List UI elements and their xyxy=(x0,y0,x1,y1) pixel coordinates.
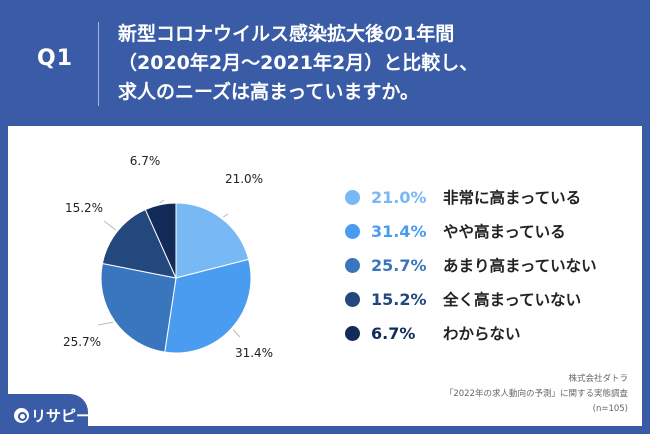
question-text: 新型コロナウイルス感染拡大後の1年間 （2020年2月〜2021年2月）と比較し… xyxy=(118,20,638,107)
question-line-1: 新型コロナウイルス感染拡大後の1年間 xyxy=(118,23,455,45)
header: Q1 新型コロナウイルス感染拡大後の1年間 （2020年2月〜2021年2月）と… xyxy=(0,0,650,128)
leader-line xyxy=(159,199,165,204)
data-label: 25.7% xyxy=(63,335,101,349)
header-divider xyxy=(98,22,99,106)
logo-name: リサピー xyxy=(31,407,92,425)
legend-swatch xyxy=(345,223,360,239)
legend-label: あまり高まっていない xyxy=(443,257,597,275)
logo-text: リサピー xyxy=(14,405,91,426)
question-line-2: （2020年2月〜2021年2月）と比較し、 xyxy=(118,52,479,74)
legend-label: やや高まっている xyxy=(443,223,566,241)
chart-card: 21.0% 31.4% 25.7% 15.2% 6.7% 21.0% 非常に高まっている… xyxy=(8,126,642,426)
source-sample-size: (n=105) xyxy=(592,404,628,414)
legend-percent: 21.0% xyxy=(371,187,427,207)
legend-swatch xyxy=(345,257,360,273)
leader-line xyxy=(97,321,114,326)
legend-item: 25.7% あまり高まっていない xyxy=(345,254,597,276)
source-survey: 「2022年の求人動向の予測」に関する実態調査 xyxy=(444,389,628,399)
pie-slice xyxy=(175,202,250,279)
legend-percent: 6.7% xyxy=(371,323,416,343)
legend-swatch xyxy=(345,189,360,205)
pie-slice xyxy=(144,202,177,279)
legend-swatch xyxy=(345,325,360,341)
legend-item: 15.2% 全く高まっていない xyxy=(345,288,581,310)
pie-slice xyxy=(100,262,177,353)
legend-label: わからない xyxy=(443,325,521,343)
source-company: 株式会社ダトラ xyxy=(568,374,628,384)
legend-percent: 31.4% xyxy=(371,221,427,241)
legend-item: 21.0% 非常に高まっている xyxy=(345,186,581,208)
legend-label: 非常に高まっている xyxy=(443,189,582,207)
legend-percent: 25.7% xyxy=(371,255,427,275)
legend-percent: 15.2% xyxy=(371,289,427,309)
brand-logo: リサピー xyxy=(0,394,91,434)
data-label: 6.7% xyxy=(130,154,161,168)
question-line-3: 求人のニーズは高まっていますか。 xyxy=(118,81,419,103)
logo-mark-icon xyxy=(14,408,29,423)
leader-line xyxy=(103,220,117,231)
data-label: 15.2% xyxy=(65,201,103,215)
source-note: 株式会社ダトラ 「2022年の求人動向の予測」に関する実態調査 (n=105) xyxy=(368,372,628,417)
legend-item: 6.7% わからない xyxy=(345,322,521,344)
data-label: 21.0% xyxy=(225,172,263,186)
legend-label: 全く高まっていない xyxy=(443,291,582,309)
leader-line xyxy=(232,329,241,338)
pie-slice xyxy=(164,258,252,354)
pie-slice xyxy=(101,208,177,279)
data-label: 31.4% xyxy=(235,346,273,360)
pie-chart: 21.0% 31.4% 25.7% 15.2% 6.7% xyxy=(63,154,273,360)
leader-line xyxy=(222,213,229,218)
question-number: Q1 xyxy=(37,46,74,71)
legend-swatch xyxy=(345,291,360,307)
legend-item: 31.4% やや高まっている xyxy=(345,220,566,242)
